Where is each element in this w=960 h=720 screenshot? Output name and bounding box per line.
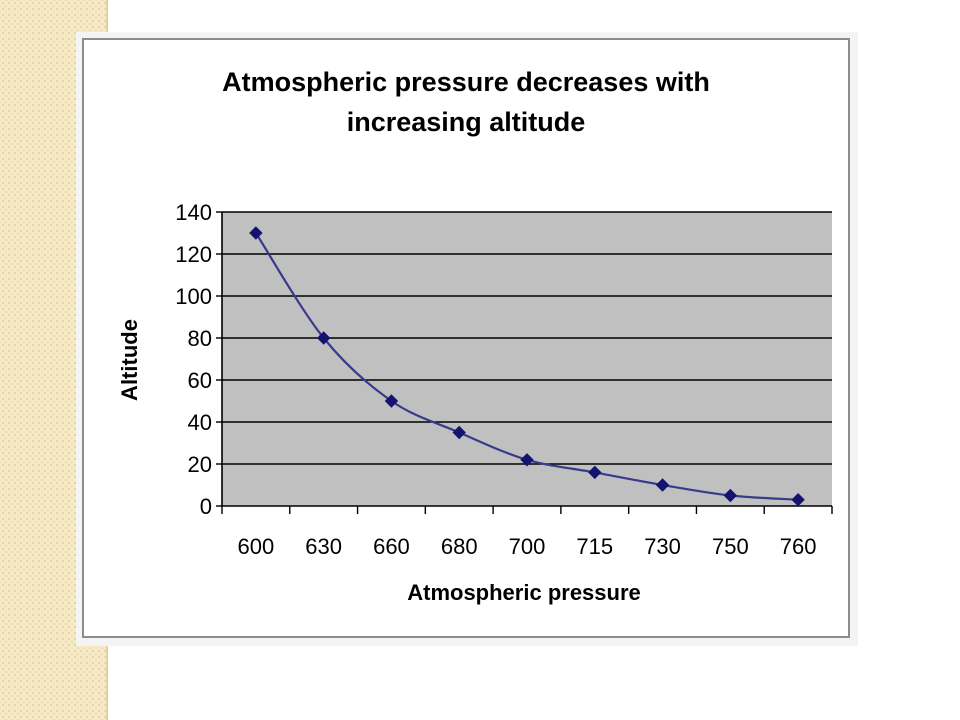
y-tick-label: 0 (200, 494, 212, 519)
data-point-marker (520, 453, 534, 467)
data-point-marker (249, 226, 263, 240)
data-point-marker (655, 478, 670, 492)
data-point-marker (384, 394, 399, 408)
data-point-marker (791, 492, 805, 507)
y-tick-label: 20 (188, 452, 212, 477)
x-axis-title: Atmospheric pressure (407, 580, 641, 605)
y-tick-label: 60 (188, 368, 212, 393)
x-tick-label: 700 (509, 534, 546, 559)
y-tick-label: 40 (188, 410, 212, 435)
chart-title-line-2: increasing altitude (346, 107, 586, 137)
x-tick-label: 660 (373, 534, 410, 559)
data-point-marker (723, 488, 738, 503)
y-tick-label: 140 (175, 200, 212, 225)
x-tick-label: 630 (305, 534, 342, 559)
y-tick-label: 80 (188, 326, 212, 351)
x-tick-label: 730 (644, 534, 681, 559)
chart-title: Atmospheric pressure decreases with incr… (82, 62, 850, 142)
data-point-marker (452, 425, 466, 440)
data-point-marker (588, 465, 602, 480)
x-tick-label: 600 (238, 534, 275, 559)
y-tick-label: 120 (175, 242, 212, 267)
chart-title-line-1: Atmospheric pressure decreases with (222, 67, 710, 97)
x-tick-label: 715 (576, 534, 613, 559)
x-tick-label: 750 (712, 534, 749, 559)
x-tick-label: 680 (441, 534, 478, 559)
y-tick-label: 100 (175, 284, 212, 309)
data-point-marker (316, 331, 331, 345)
x-tick-label: 760 (780, 534, 817, 559)
y-axis-title: Altitude (117, 319, 142, 401)
